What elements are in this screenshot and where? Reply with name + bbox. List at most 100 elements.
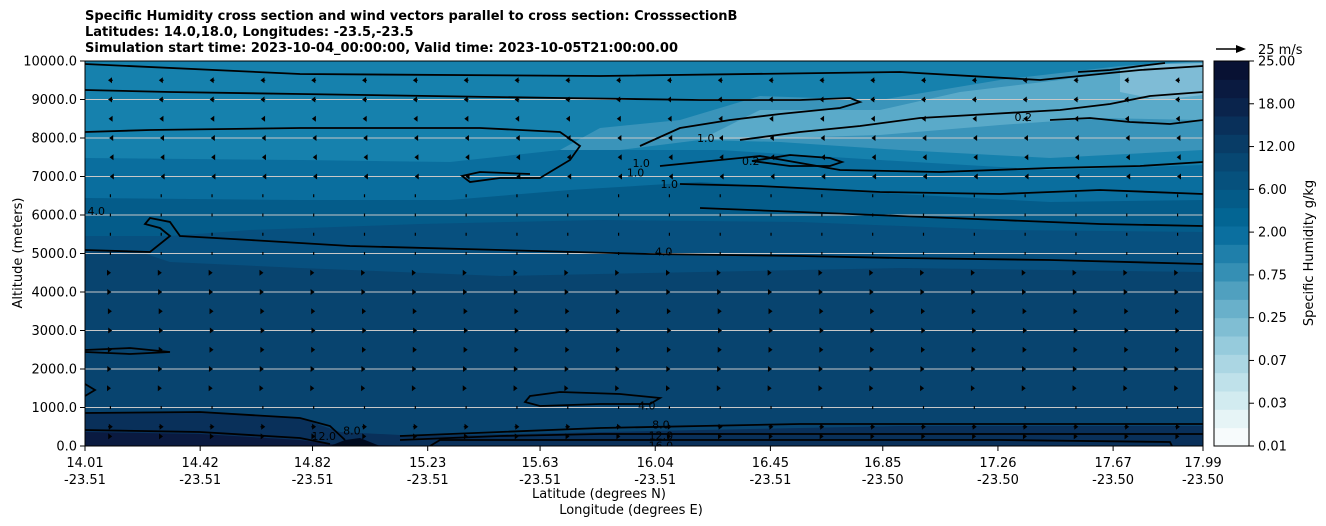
x-tick-label-latitude: 17.67	[1095, 456, 1132, 471]
wind-vector-head	[971, 77, 976, 84]
x-tick-label-latitude: 14.01	[66, 456, 103, 471]
wind-vector-head	[1174, 385, 1179, 392]
wind-vector-head	[311, 77, 316, 84]
wind-vector-head	[668, 135, 673, 141]
x-tick-label-longitude: -23.50	[862, 473, 904, 488]
wind-vector-head	[261, 135, 266, 141]
wind-vector-head	[971, 96, 976, 103]
wind-vector-head	[414, 173, 419, 180]
wind-vector-head	[820, 135, 825, 141]
wind-vector-head	[718, 115, 723, 122]
wind-vector-head	[973, 135, 978, 141]
wind-vector-head	[565, 346, 570, 353]
colorbar-frame	[1213, 60, 1250, 447]
wind-vector-head	[514, 327, 519, 334]
wind-vector-head	[768, 308, 773, 315]
x-tick-label-longitude: -23.51	[749, 473, 791, 488]
wind-vector-head	[1074, 423, 1079, 430]
wind-vector-head	[819, 327, 824, 334]
wind-vector-head	[565, 327, 570, 334]
wind-vector-head	[719, 173, 724, 180]
wind-vector-head	[158, 289, 163, 295]
wind-vector-head	[108, 96, 113, 103]
wind-vector-head	[666, 289, 671, 295]
wind-vector-head	[615, 385, 620, 392]
wind-vector-head	[260, 327, 265, 334]
wind-vector-head	[869, 385, 874, 392]
wind-vector-head	[513, 385, 518, 392]
wind-vector-head	[972, 423, 977, 430]
x-axis-label-longitude: Longitude (degrees E)	[559, 503, 703, 518]
wind-vector-head	[1023, 135, 1028, 141]
y-tick-label: 9000.0	[32, 93, 78, 108]
wind-vector-head	[564, 385, 569, 392]
wind-vector-head	[820, 423, 825, 430]
colorbar-tick-label: 18.00	[1258, 97, 1295, 112]
wind-vector-head	[667, 115, 672, 122]
wind-vector-head	[819, 77, 824, 84]
wind-vector-head	[362, 423, 367, 430]
wind-vector-head	[362, 308, 366, 315]
wind-vector-head	[768, 327, 773, 334]
wind-vector-head	[363, 135, 368, 141]
humidity-fill-layer: 0.20.21.01.01.01.04.04.04.08.08.012.0 12.…	[85, 61, 1203, 446]
wind-vector-head	[820, 115, 825, 122]
y-tick-label: 8000.0	[32, 132, 78, 147]
wind-vector-head	[515, 423, 520, 430]
wind-vector-head	[1124, 327, 1129, 334]
wind-vector-head	[210, 423, 215, 430]
y-tick-label: 0.0	[56, 440, 77, 455]
wind-vector-head	[514, 96, 519, 103]
wind-vector-head	[971, 346, 976, 353]
y-axis-label: Altitude (meters)	[11, 198, 26, 309]
colorbar-swatch	[1214, 189, 1249, 209]
wind-vector-head	[1175, 423, 1180, 430]
wind-vector-head	[464, 115, 469, 122]
colorbar-swatch	[1214, 152, 1249, 172]
wind-vector-head	[972, 115, 977, 122]
wind-vector-head	[1074, 115, 1079, 122]
wind-vector-head	[413, 327, 418, 334]
wind-vector-head	[921, 115, 926, 122]
wind-vector-head	[412, 346, 417, 353]
x-axis-label-latitude: Latitude (degrees N)	[532, 487, 666, 502]
wind-vector-head	[361, 366, 366, 372]
wind-vector-head	[160, 154, 165, 161]
wind-vector-head	[208, 366, 213, 372]
wind-vector-head	[1123, 269, 1128, 276]
wind-vector-head	[869, 289, 874, 295]
wind-vector-head	[1125, 154, 1130, 161]
colorbar-label: Specific Humidity g/kg	[1302, 180, 1317, 326]
contour-line-4p0-upper-mid	[699, 207, 1203, 227]
wind-vector-head	[567, 173, 572, 180]
wind-vector-head	[564, 366, 569, 372]
wind-vector-head	[1073, 308, 1078, 315]
wind-vector-head	[209, 327, 214, 334]
wind-vector-head	[972, 433, 977, 440]
colorbar-swatch	[1214, 97, 1249, 117]
wind-vector-head	[565, 115, 570, 122]
contour-label: 12.0	[312, 430, 337, 443]
wind-vector-head	[463, 327, 468, 334]
wind-vector-head	[312, 154, 317, 161]
wind-vector-head	[615, 289, 620, 295]
wind-vector-head	[362, 115, 367, 122]
wind-vector-head	[667, 433, 672, 440]
wind-vector-head	[1022, 366, 1027, 372]
wind-vector-head	[617, 173, 622, 180]
wind-vector-head	[159, 433, 164, 440]
colorbar-swatch	[1214, 262, 1249, 282]
wind-vector-head	[160, 135, 165, 141]
wind-vector-head	[616, 77, 621, 84]
wind-vector-head	[260, 308, 265, 315]
wind-vector-head	[262, 173, 267, 180]
wind-vector-head	[871, 423, 876, 430]
colorbar-swatch	[1214, 409, 1249, 429]
wind-vector-head	[463, 77, 468, 84]
wind-vector-head	[1175, 327, 1180, 334]
wind-vector-head	[616, 115, 621, 122]
wind-vector-head	[717, 346, 722, 353]
wind-vector-head	[108, 423, 113, 430]
wind-vector-head	[311, 96, 316, 103]
wind-vector-head	[717, 289, 722, 295]
